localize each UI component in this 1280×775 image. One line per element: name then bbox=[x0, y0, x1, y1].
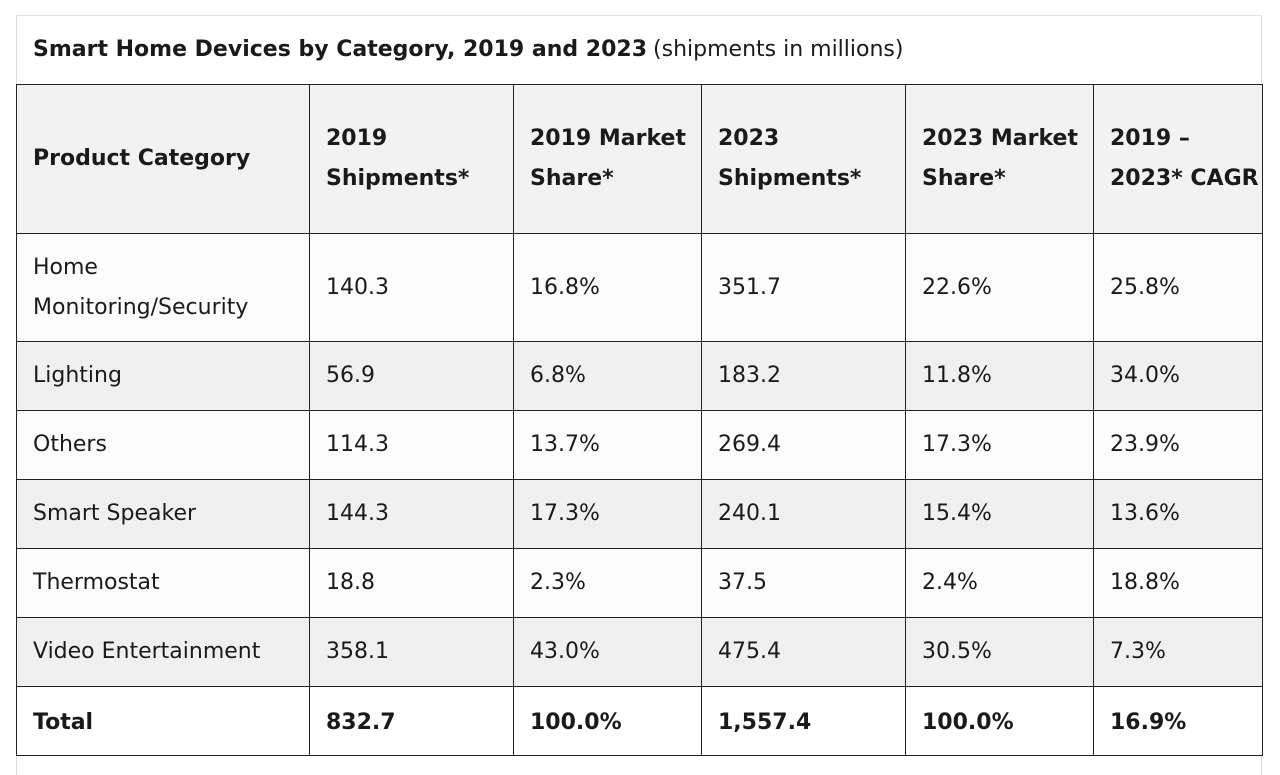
smart-home-devices-table: Product Category 2019 Shipments* 2019 Ma… bbox=[16, 84, 1263, 756]
cell-2019-market-share: 2.3% bbox=[513, 548, 702, 618]
table-row: Lighting 56.9 6.8% 183.2 11.8% 34.0% bbox=[16, 341, 1263, 411]
total-cagr: 16.9% bbox=[1093, 686, 1263, 756]
cell-2023-shipments: 475.4 bbox=[701, 617, 906, 687]
cell-2019-shipments: 56.9 bbox=[309, 341, 514, 411]
cell-cagr: 34.0% bbox=[1093, 341, 1263, 411]
cell-cagr: 23.9% bbox=[1093, 410, 1263, 480]
cell-2023-market-share: 15.4% bbox=[905, 479, 1094, 549]
cell-2019-shipments: 114.3 bbox=[309, 410, 514, 480]
total-row: Total 832.7 100.0% 1,557.4 100.0% 16.9% bbox=[16, 686, 1263, 756]
cell-category: Video Entertainment bbox=[16, 617, 310, 687]
total-2019-shipments: 832.7 bbox=[309, 686, 514, 756]
cell-2023-shipments: 183.2 bbox=[701, 341, 906, 411]
table-row: Home Monitoring/Security 140.3 16.8% 351… bbox=[16, 233, 1263, 342]
cell-2019-market-share: 13.7% bbox=[513, 410, 702, 480]
cell-2023-market-share: 17.3% bbox=[905, 410, 1094, 480]
cell-2019-market-share: 16.8% bbox=[513, 233, 702, 342]
cell-cagr: 25.8% bbox=[1093, 233, 1263, 342]
cell-2023-shipments: 351.7 bbox=[701, 233, 906, 342]
cell-category: Home Monitoring/Security bbox=[16, 233, 310, 342]
cell-2023-market-share: 2.4% bbox=[905, 548, 1094, 618]
cell-2023-market-share: 30.5% bbox=[905, 617, 1094, 687]
cell-category: Lighting bbox=[16, 341, 310, 411]
cell-2019-shipments: 144.3 bbox=[309, 479, 514, 549]
cell-cagr: 18.8% bbox=[1093, 548, 1263, 618]
cell-category: Smart Speaker bbox=[16, 479, 310, 549]
cell-category: Others bbox=[16, 410, 310, 480]
cell-2023-shipments: 37.5 bbox=[701, 548, 906, 618]
cell-2023-market-share: 11.8% bbox=[905, 341, 1094, 411]
cell-cagr: 13.6% bbox=[1093, 479, 1263, 549]
table-row: Thermostat 18.8 2.3% 37.5 2.4% 18.8% bbox=[16, 548, 1263, 618]
total-2019-market-share: 100.0% bbox=[513, 686, 702, 756]
header-product-category: Product Category bbox=[16, 84, 310, 234]
cell-2023-shipments: 240.1 bbox=[701, 479, 906, 549]
cell-2019-shipments: 140.3 bbox=[309, 233, 514, 342]
cell-2019-market-share: 17.3% bbox=[513, 479, 702, 549]
cell-category: Thermostat bbox=[16, 548, 310, 618]
total-2023-shipments: 1,557.4 bbox=[701, 686, 906, 756]
caption-title: Smart Home Devices by Category, 2019 and… bbox=[33, 37, 648, 62]
table-row: Smart Speaker 144.3 17.3% 240.1 15.4% 13… bbox=[16, 479, 1263, 549]
table-caption: Smart Home Devices by Category, 2019 and… bbox=[17, 16, 1261, 84]
header-cagr: 2019 – 2023* CAGR bbox=[1093, 84, 1263, 234]
total-label: Total bbox=[16, 686, 310, 756]
cell-2023-market-share: 22.6% bbox=[905, 233, 1094, 342]
total-2023-market-share: 100.0% bbox=[905, 686, 1094, 756]
table-row: Others 114.3 13.7% 269.4 17.3% 23.9% bbox=[16, 410, 1263, 480]
cell-cagr: 7.3% bbox=[1093, 617, 1263, 687]
header-2019-shipments: 2019 Shipments* bbox=[309, 84, 514, 234]
header-row: Product Category 2019 Shipments* 2019 Ma… bbox=[16, 84, 1263, 234]
caption-subtitle: (shipments in millions) bbox=[653, 37, 904, 62]
cell-2019-shipments: 358.1 bbox=[309, 617, 514, 687]
cell-2019-market-share: 43.0% bbox=[513, 617, 702, 687]
header-2023-market-share: 2023 Market Share* bbox=[905, 84, 1094, 234]
cell-2023-shipments: 269.4 bbox=[701, 410, 906, 480]
cell-2019-shipments: 18.8 bbox=[309, 548, 514, 618]
header-2019-market-share: 2019 Market Share* bbox=[513, 84, 702, 234]
table-row: Video Entertainment 358.1 43.0% 475.4 30… bbox=[16, 617, 1263, 687]
header-2023-shipments: 2023 Shipments* bbox=[701, 84, 906, 234]
cell-2019-market-share: 6.8% bbox=[513, 341, 702, 411]
